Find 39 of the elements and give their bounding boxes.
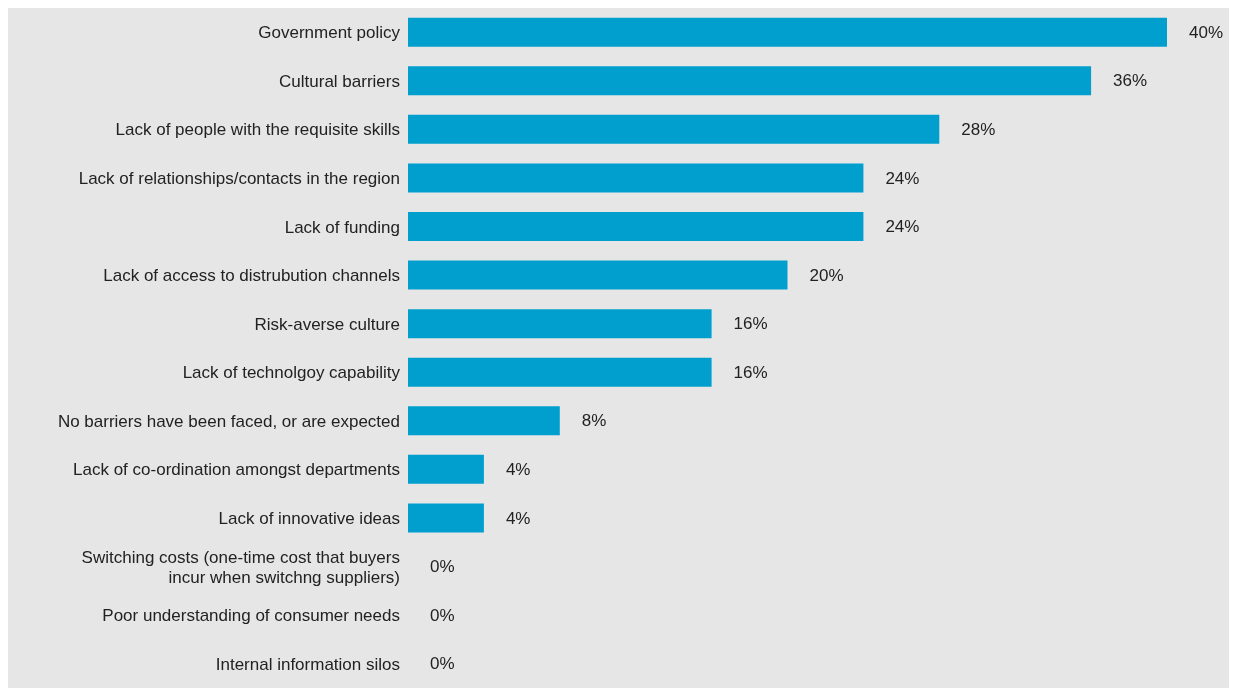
y-tick-label: Lack of relationships/contacts in the region xyxy=(78,168,400,188)
data-label: 16% xyxy=(733,362,768,382)
data-label: 36% xyxy=(1113,71,1148,91)
y-tick-label: Lack of innovative ideas xyxy=(218,508,400,528)
data-label: 0% xyxy=(430,557,455,577)
data-label: 20% xyxy=(809,265,844,285)
data-label: 16% xyxy=(733,314,768,334)
data-label: 4% xyxy=(505,508,531,528)
bar xyxy=(408,309,712,339)
y-tick-label: Cultural barriers xyxy=(279,71,400,91)
bar xyxy=(408,17,1167,47)
data-label: 28% xyxy=(961,119,996,139)
bar xyxy=(408,212,864,241)
bar xyxy=(408,454,484,484)
y-tick-label: Lack of co-ordination amongst departments xyxy=(73,459,400,479)
data-label: 0% xyxy=(430,654,455,674)
bar xyxy=(408,114,940,144)
y-tick-label: Lack of technolgoy capability xyxy=(182,362,401,382)
y-tick-label: Risk-averse culture xyxy=(254,314,400,334)
data-label: 24% xyxy=(885,217,920,237)
data-label: 4% xyxy=(505,459,531,479)
data-label: 0% xyxy=(430,605,455,625)
bar xyxy=(408,260,788,290)
y-tick-label: No barriers have been faced, or are expected xyxy=(57,411,400,431)
bar xyxy=(408,163,864,193)
data-label: 40% xyxy=(1189,22,1224,42)
y-tick-label: Poor understanding of consumer needs xyxy=(102,605,400,625)
y-tick-label: Government policy xyxy=(258,22,401,42)
data-label: 8% xyxy=(581,411,607,431)
y-tick-label: Lack of people with the requisite skills xyxy=(115,119,400,139)
data-label: 24% xyxy=(885,168,920,188)
bar xyxy=(408,66,1092,96)
y-tick-label: Switching costs (one-time cost that buyers incur when switchng suppliers) xyxy=(81,547,400,587)
bar xyxy=(408,357,712,387)
bar xyxy=(408,503,484,533)
y-tick-label: Lack of funding xyxy=(284,217,400,237)
y-tick-label: Lack of access to distrubution channels xyxy=(103,265,400,285)
bar xyxy=(408,406,560,436)
y-tick-label: Internal information silos xyxy=(215,654,400,674)
